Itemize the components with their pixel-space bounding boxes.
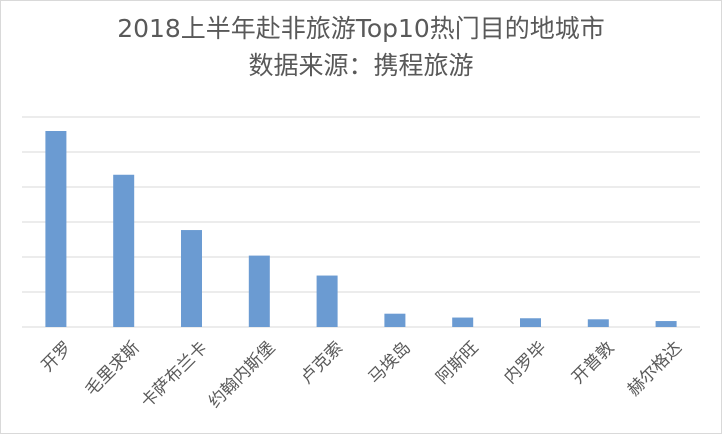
bar-1: [45, 131, 67, 327]
bar-9: [587, 319, 609, 327]
chart-subtitle: 数据来源：携程旅游: [248, 51, 474, 80]
x-tick-label: 马埃岛: [365, 338, 415, 388]
x-tick-label: 赫尔格达: [624, 338, 686, 400]
x-tick-label: 卢克索: [297, 338, 347, 388]
chart-title: 2018上半年赴非旅游Top10热门目的地城市: [117, 14, 605, 43]
bar-3: [181, 230, 202, 327]
bar-7: [452, 317, 474, 327]
bar-10: [655, 321, 677, 327]
x-tick-label: 开普敦: [568, 338, 618, 388]
x-tick-label: 约翰内斯堡: [205, 338, 279, 412]
bar-8: [520, 318, 541, 327]
x-tick-label: 内罗毕: [500, 338, 550, 388]
x-tick-label: 卡萨布兰卡: [137, 338, 211, 412]
bar-4: [248, 255, 270, 327]
gridlines: [22, 116, 700, 328]
bar-6: [384, 313, 406, 327]
x-tick-label: 开罗: [38, 338, 76, 376]
x-tick-label: 毛里求斯: [81, 338, 143, 400]
x-tick-label: 阿斯旺: [433, 338, 483, 388]
bar-2: [113, 174, 135, 327]
bar-5: [316, 275, 338, 327]
